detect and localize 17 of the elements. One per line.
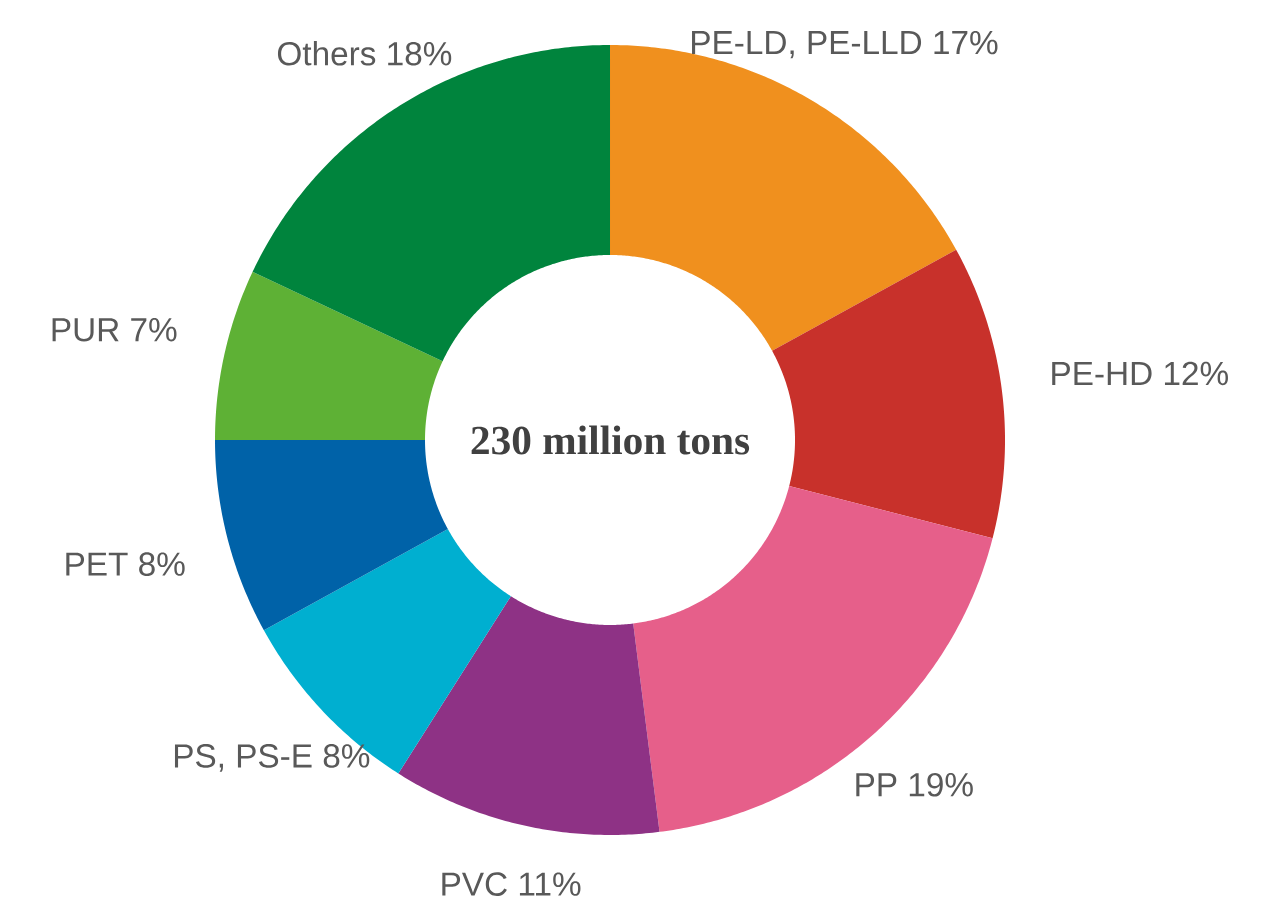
slice-label: Others <box>277 41 376 66</box>
slice-label: PP <box>856 773 897 797</box>
data-label: 19% <box>909 772 973 797</box>
data-label: 18% <box>388 41 452 66</box>
slice-label: PVC <box>442 872 507 896</box>
slice-label: PS, PS-E <box>174 744 312 772</box>
data-label: 12% <box>1164 361 1228 386</box>
slice-label: PET <box>66 552 128 576</box>
data-label: 17% <box>934 30 998 55</box>
data-label: 8% <box>323 744 370 768</box>
slice-label: PE-HD <box>1052 362 1152 385</box>
slice-label: PE-LD, PE-LLD <box>692 31 922 59</box>
slice-label: PUR <box>52 318 119 342</box>
data-label: 7% <box>131 318 177 342</box>
data-label: 11% <box>519 872 581 896</box>
data-label: 8% <box>139 552 185 576</box>
text: 230 million tons <box>471 425 750 455</box>
